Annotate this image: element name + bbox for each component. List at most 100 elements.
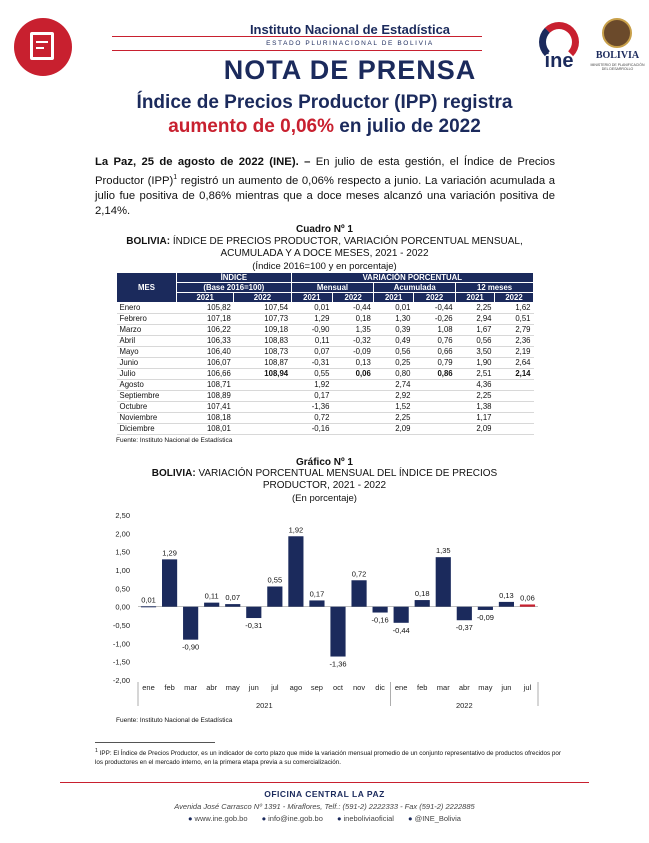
bolivia-logo-text: BOLIVIA — [595, 50, 640, 61]
document-type-title: NOTA DE PRENSA — [223, 55, 477, 85]
table-cell: -0,44 — [413, 302, 456, 314]
bar — [162, 559, 178, 607]
table-cell: 2,09 — [373, 423, 414, 435]
y-tick-label: -1,50 — [113, 658, 130, 667]
x-tick-label: mar — [437, 683, 450, 692]
x-tick-label: jun — [248, 683, 259, 692]
press-note-logo-icon — [14, 18, 72, 76]
row-month: Enero — [116, 302, 177, 314]
table-cell: 0,86 — [413, 368, 456, 380]
table-cell: -1,36 — [291, 401, 333, 413]
table-cell: 2,79 — [494, 324, 534, 336]
bar — [393, 606, 409, 623]
y-tick-label: 0,00 — [115, 603, 130, 612]
table-cell: 0,55 — [291, 368, 333, 380]
bar — [267, 586, 283, 607]
table-row: Agosto 108,71 1,92 2,74 4,36 — [116, 379, 534, 391]
table-row: Junio 106,07 108,87 -0,31 0,13 0,25 0,79 1,90 2,… — [116, 357, 534, 369]
table-cell: 0,56 — [455, 335, 495, 347]
header-mes: MES — [116, 272, 177, 303]
table-cell: 0,06 — [332, 368, 374, 380]
row-month: Junio — [116, 357, 177, 369]
bar — [225, 604, 241, 607]
table-cell: 0,72 — [291, 412, 333, 424]
table-cell: 2,19 — [494, 346, 534, 358]
x-tick-label: dic — [375, 683, 385, 692]
bar — [372, 606, 388, 613]
group-label: 2022 — [456, 701, 473, 710]
header-year: 2021 — [373, 292, 414, 303]
footer-office: OFICINA CENTRAL LA PAZ — [264, 789, 385, 799]
table-cell: 2,09 — [455, 423, 495, 435]
footer-facebook-link[interactable]: ● ineboliviaoficial — [337, 814, 394, 823]
table-cell — [494, 379, 534, 391]
data-label: -0,09 — [477, 613, 494, 622]
table-cell: 0,13 — [332, 357, 374, 369]
header-year: 2021 — [455, 292, 496, 303]
x-tick-label: ene — [142, 683, 155, 692]
table-cell: 1,08 — [413, 324, 456, 336]
table-cell: 105,82 — [176, 302, 234, 314]
institution-name: Instituto Nacional de Estadística — [249, 22, 451, 37]
data-label: 1,92 — [289, 525, 304, 534]
table-cell: -0,31 — [291, 357, 333, 369]
table-cell: 3,50 — [455, 346, 495, 358]
data-label: 0,72 — [352, 569, 367, 578]
table-cell — [494, 401, 534, 413]
header-acumulada: Acumulada — [373, 282, 457, 293]
header-mensual: Mensual — [290, 282, 375, 293]
table-cell — [332, 390, 374, 402]
table-cell: 106,66 — [176, 368, 234, 380]
group-label: 2021 — [256, 701, 273, 710]
table-cell: 1,30 — [373, 313, 414, 325]
bar — [183, 606, 199, 640]
footer-web-link[interactable]: ● www.ine.gob.bo — [188, 814, 247, 823]
x-tick-label: sep — [311, 683, 323, 692]
footer-twitter-text: @INE_Bolivia — [414, 814, 461, 823]
ine-arc-icon — [539, 22, 579, 62]
ine-logo-text: ine — [544, 50, 574, 72]
table-cell: -0,09 — [332, 346, 374, 358]
bar — [246, 606, 262, 619]
bar — [351, 580, 367, 607]
lead-text-b: registró un aumento de 0,06% respecto a … — [95, 174, 555, 217]
table-source: Fuente: Instituto Nacional de Estadístic… — [116, 437, 233, 444]
table-cell — [494, 423, 534, 435]
data-label: -0,16 — [372, 616, 389, 625]
institution-subtitle: ESTADO PLURINACIONAL DE BOLIVIA — [266, 40, 434, 47]
table-cell: 108,73 — [233, 346, 292, 358]
header-indice: ÍNDICE — [176, 272, 292, 283]
bar — [140, 606, 157, 608]
footer-address: Avenida José Carrasco Nº 1391 - Miraflor… — [174, 802, 475, 811]
x-tick-label: may — [226, 683, 240, 692]
header-doce-meses: 12 meses — [455, 282, 534, 293]
table-cell: 108,83 — [233, 335, 292, 347]
table-cell: 106,07 — [176, 357, 234, 369]
table-cell: 106,22 — [176, 324, 234, 336]
chart-source: Fuente: Instituto Nacional de Estadístic… — [116, 717, 233, 724]
data-label: 0,17 — [310, 589, 325, 598]
data-label: 0,11 — [205, 592, 219, 601]
footnote-ref: 1 — [173, 174, 178, 181]
data-label: 1,29 — [162, 548, 177, 557]
table-cell: 109,18 — [233, 324, 292, 336]
header-indice-base: (Base 2016=100) — [176, 282, 292, 293]
bar — [519, 604, 536, 607]
table-cell — [233, 401, 292, 413]
footer-email-text: info@ine.gob.bo — [268, 814, 323, 823]
footer-twitter-link[interactable]: ● @INE_Bolivia — [408, 814, 461, 823]
x-tick-label: jul — [270, 683, 279, 692]
chart-title: Gráfico Nº 1 — [295, 457, 353, 468]
page-header: Instituto Nacional de Estadística ESTADO… — [0, 0, 649, 88]
footer-email-link[interactable]: ● info@ine.gob.bo — [262, 814, 323, 823]
table-row: Mayo 106,40 108,73 0,07 -0,09 0,56 0,66 3,50 2,1… — [116, 346, 534, 358]
table-cell: 1,90 — [455, 357, 495, 369]
table-cell — [413, 390, 456, 402]
table-subtitle-country: BOLIVIA: — [126, 236, 171, 247]
table-cell: 0,51 — [494, 313, 534, 325]
table-cell: 0,66 — [413, 346, 456, 358]
header-year: 2022 — [412, 292, 457, 303]
table-cell: -0,44 — [332, 302, 374, 314]
bar — [288, 536, 304, 607]
table-cell: 0,07 — [291, 346, 333, 358]
